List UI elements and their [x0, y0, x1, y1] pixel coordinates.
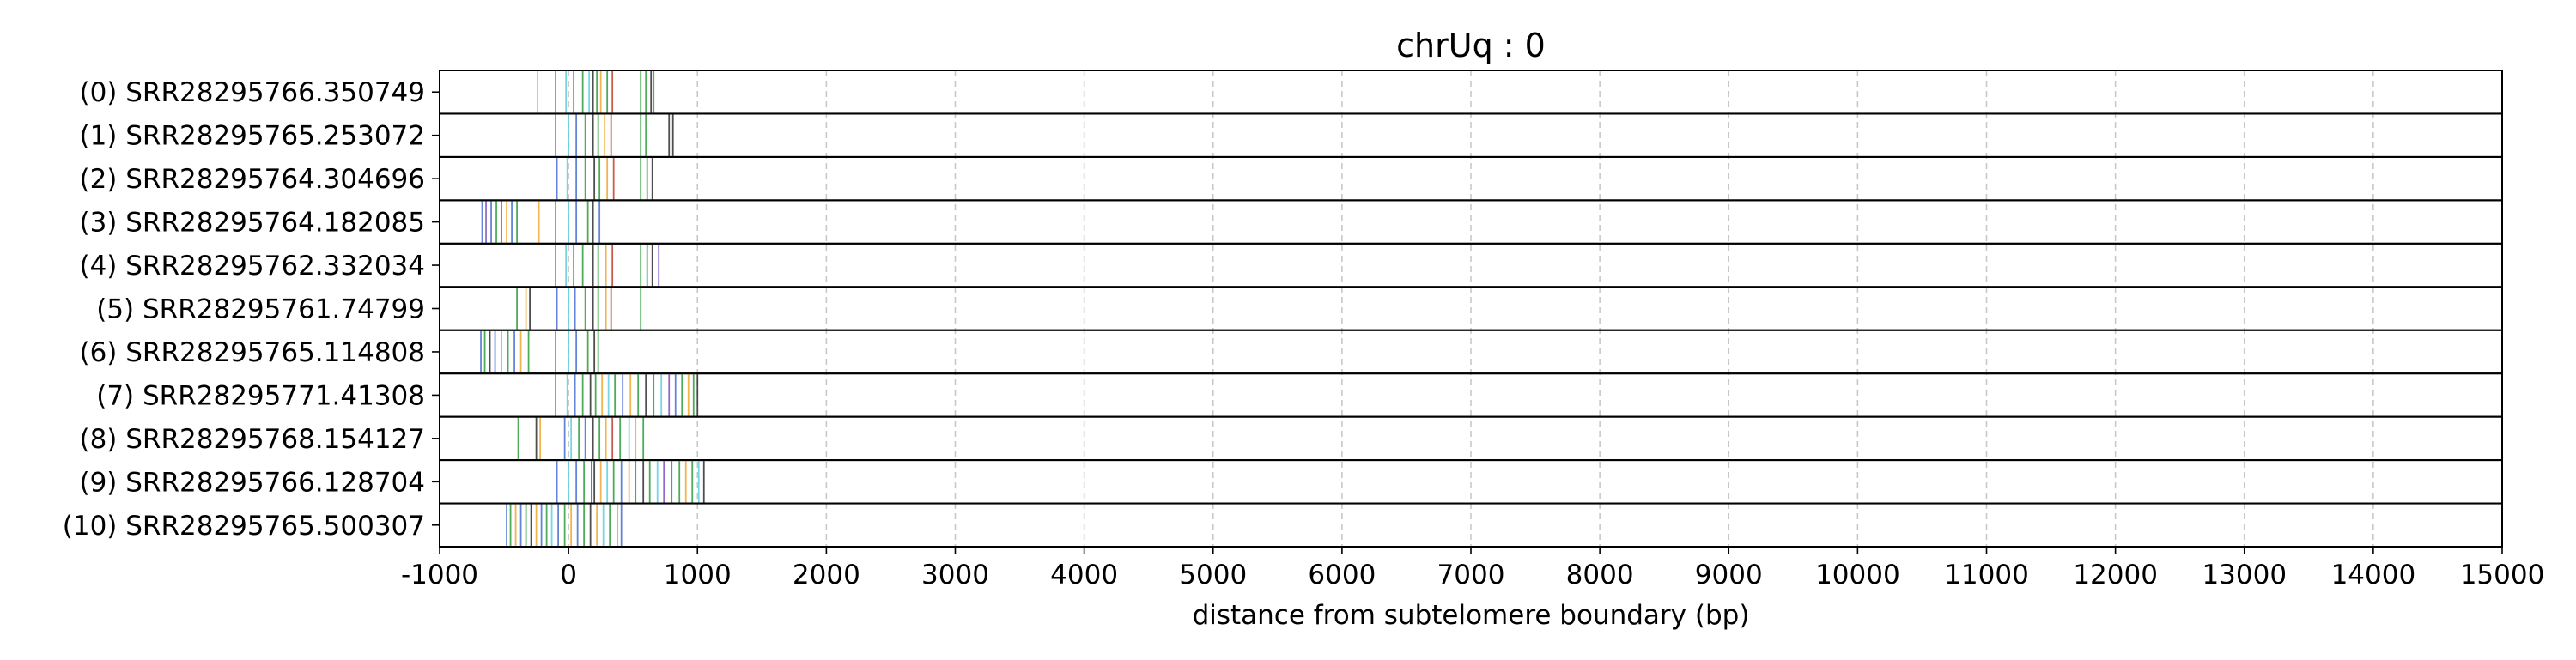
- read-track: (0) SRR28295766.350749: [79, 70, 2503, 115]
- x-tick-label: 1000: [664, 560, 732, 590]
- read-track: (2) SRR28295764.304696: [79, 155, 2503, 202]
- read-label: (6) SRR28295765.114808: [79, 337, 425, 368]
- read-track: (9) SRR28295766.128704: [79, 459, 2503, 505]
- x-tick-label: 2000: [793, 560, 860, 590]
- read-track: (7) SRR28295771.41308: [96, 372, 2503, 418]
- x-tick-label: 7000: [1437, 560, 1505, 590]
- x-tick-label: 15000: [2460, 560, 2545, 590]
- x-tick-label: 5000: [1179, 560, 1247, 590]
- x-tick-label: 10000: [1815, 560, 1900, 590]
- read-track: (8) SRR28295768.154127: [79, 415, 2503, 462]
- x-axis: -1000 0 1000 2000 3000 4000 5000 6000 7000 8000 90…: [401, 547, 2544, 590]
- x-tick-label: 6000: [1308, 560, 1376, 590]
- x-tick-label: 4000: [1050, 560, 1118, 590]
- read-label: (5) SRR28295761.74799: [96, 294, 425, 325]
- x-tick-label: -1000: [401, 560, 478, 590]
- read-track: (10) SRR28295765.500307: [63, 502, 2503, 548]
- x-tick-label: 11000: [1944, 560, 2029, 590]
- x-tick-label: 9000: [1695, 560, 1763, 590]
- read-track: (3) SRR28295764.182085: [79, 199, 2503, 245]
- x-tick-label: 14000: [2331, 560, 2416, 590]
- read-track: (6) SRR28295765.114808: [79, 329, 2503, 375]
- read-label: (2) SRR28295764.304696: [79, 164, 425, 195]
- x-axis-label: distance from subtelomere boundary (bp): [1193, 600, 1750, 631]
- read-label: (1) SRR28295765.253072: [79, 121, 425, 152]
- x-tick-label: 8000: [1566, 560, 1634, 590]
- grid-lines: [568, 70, 2374, 547]
- x-tick-label: 12000: [2073, 560, 2158, 590]
- read-label: (10) SRR28295765.500307: [63, 511, 425, 542]
- read-label: (8) SRR28295768.154127: [79, 424, 425, 455]
- x-tick-label: 13000: [2202, 560, 2287, 590]
- read-track: (4) SRR28295762.332034: [79, 242, 2503, 288]
- read-track: (5) SRR28295761.74799: [96, 286, 2503, 331]
- x-tick-label: 0: [560, 560, 577, 590]
- read-tracks: (0) SRR28295766.350749 (1) SRR28295765.25…: [63, 70, 2503, 548]
- chart-title: chrUq : 0: [1396, 27, 1546, 64]
- read-label: (3) SRR28295764.182085: [79, 208, 425, 239]
- read-track: (1) SRR28295765.253072: [79, 112, 2503, 158]
- read-label: (7) SRR28295771.41308: [96, 380, 425, 411]
- read-label: (4) SRR28295762.332034: [79, 251, 425, 282]
- x-tick-label: 3000: [921, 560, 989, 590]
- read-label: (0) SRR28295766.350749: [79, 77, 425, 108]
- read-label: (9) SRR28295766.128704: [79, 467, 425, 498]
